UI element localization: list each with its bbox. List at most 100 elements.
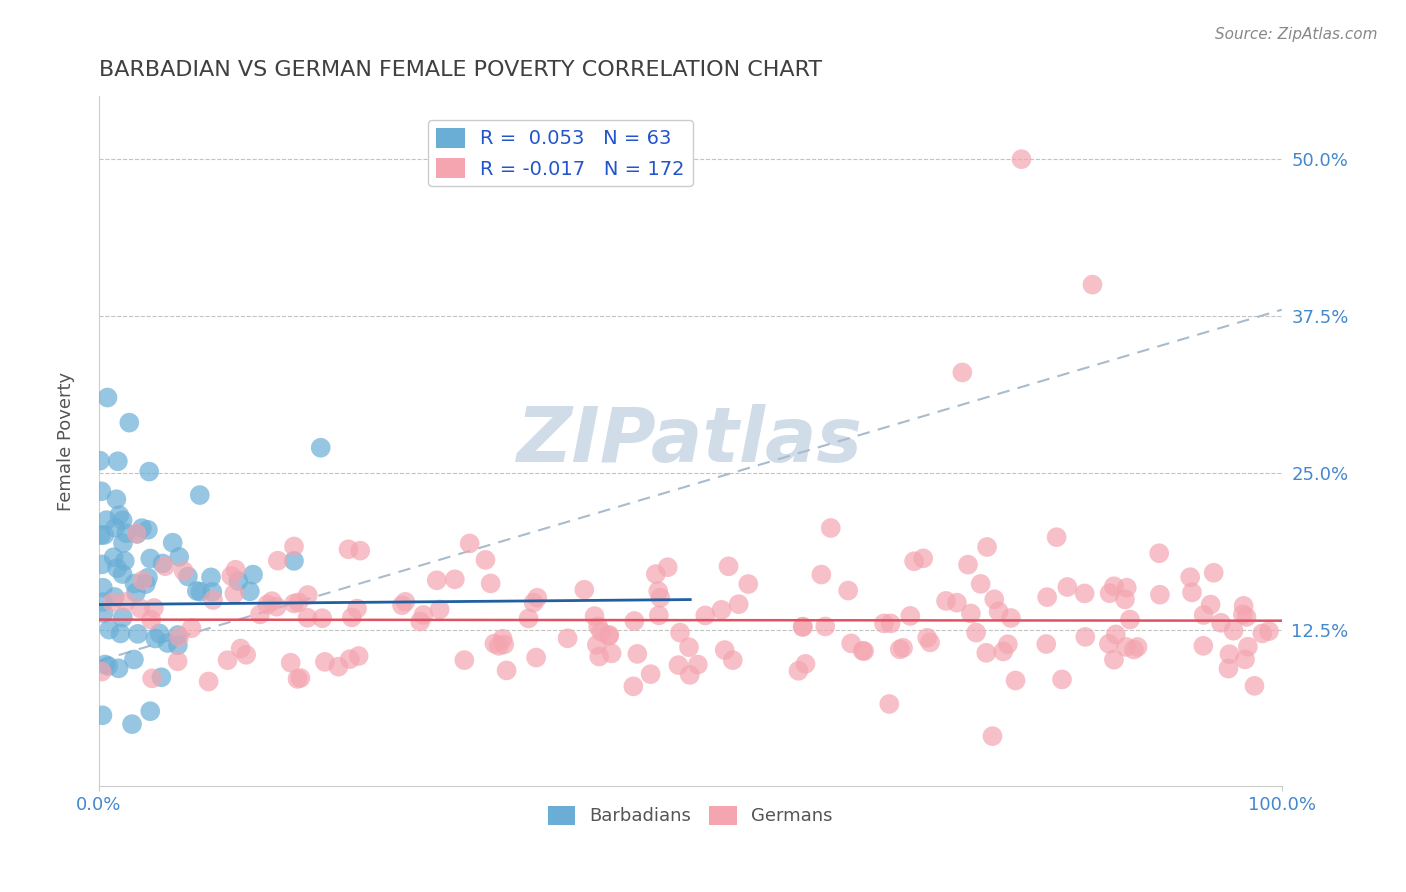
- Germans: [1233, 599, 1256, 613]
- Germans: [114, 595, 136, 609]
- Germans: [409, 615, 432, 629]
- Germans: [347, 648, 370, 663]
- Germans: [1237, 640, 1260, 654]
- Barbadians: [104, 590, 127, 604]
- Germans: [956, 558, 979, 572]
- Germans: [891, 640, 914, 655]
- Barbadians: [105, 561, 128, 575]
- Barbadians: [98, 623, 121, 637]
- Germans: [837, 583, 859, 598]
- Barbadians: [186, 583, 208, 598]
- Germans: [1181, 585, 1204, 599]
- Barbadians: [107, 661, 129, 675]
- Germans: [889, 642, 911, 657]
- Germans: [1122, 642, 1144, 657]
- Germans: [142, 601, 165, 615]
- Germans: [1222, 624, 1244, 638]
- Germans: [935, 594, 957, 608]
- Barbadians: [127, 527, 149, 541]
- Germans: [256, 598, 278, 612]
- Barbadians: [190, 584, 212, 599]
- Germans: [644, 567, 666, 582]
- Germans: [648, 608, 671, 623]
- Germans: [219, 569, 242, 583]
- Barbadians: [111, 513, 134, 527]
- Germans: [412, 607, 434, 622]
- Germans: [1036, 590, 1059, 604]
- Barbadians: [127, 627, 149, 641]
- Germans: [1011, 152, 1033, 166]
- Germans: [686, 657, 709, 672]
- Germans: [717, 559, 740, 574]
- Germans: [898, 608, 921, 623]
- Germans: [1192, 639, 1215, 653]
- Barbadians: [110, 626, 132, 640]
- Germans: [1149, 588, 1171, 602]
- Germans: [283, 540, 305, 554]
- Germans: [983, 592, 1005, 607]
- Germans: [249, 607, 271, 622]
- Barbadians: [115, 526, 138, 541]
- Germans: [523, 596, 546, 610]
- Germans: [1074, 630, 1097, 644]
- Germans: [526, 591, 548, 605]
- Germans: [391, 599, 413, 613]
- Germans: [621, 679, 644, 693]
- Barbadians: [111, 610, 134, 624]
- Germans: [1218, 662, 1240, 676]
- Barbadians: [138, 465, 160, 479]
- Germans: [314, 655, 336, 669]
- Barbadians: [93, 528, 115, 542]
- Germans: [640, 667, 662, 681]
- Text: BARBADIAN VS GERMAN FEMALE POVERTY CORRELATION CHART: BARBADIAN VS GERMAN FEMALE POVERTY CORRE…: [98, 60, 823, 79]
- Germans: [586, 619, 609, 633]
- Barbadians: [125, 585, 148, 599]
- Germans: [969, 577, 991, 591]
- Barbadians: [162, 535, 184, 549]
- Germans: [479, 576, 502, 591]
- Germans: [474, 553, 496, 567]
- Germans: [197, 674, 219, 689]
- Germans: [678, 640, 700, 655]
- Germans: [280, 656, 302, 670]
- Germans: [679, 668, 702, 682]
- Germans: [794, 657, 817, 671]
- Germans: [524, 650, 547, 665]
- Germans: [598, 629, 620, 643]
- Germans: [960, 607, 983, 621]
- Germans: [852, 644, 875, 658]
- Germans: [217, 653, 239, 667]
- Barbadians: [90, 528, 112, 542]
- Barbadians: [91, 708, 114, 723]
- Barbadians: [139, 551, 162, 566]
- Barbadians: [166, 628, 188, 642]
- Germans: [167, 630, 190, 644]
- Germans: [90, 665, 112, 679]
- Germans: [337, 542, 360, 557]
- Germans: [1000, 611, 1022, 625]
- Germans: [283, 597, 305, 611]
- Germans: [903, 554, 925, 568]
- Germans: [713, 643, 735, 657]
- Germans: [224, 586, 246, 600]
- Germans: [311, 611, 333, 625]
- Germans: [920, 635, 942, 649]
- Barbadians: [167, 638, 190, 652]
- Germans: [1251, 626, 1274, 640]
- Germans: [1209, 615, 1232, 630]
- Legend: Barbadians, Germans: Barbadians, Germans: [541, 799, 839, 832]
- Barbadians: [103, 550, 125, 565]
- Germans: [1218, 647, 1240, 661]
- Germans: [1180, 570, 1202, 584]
- Barbadians: [91, 581, 114, 595]
- Germans: [668, 658, 690, 673]
- Germans: [873, 616, 896, 631]
- Barbadians: [90, 484, 112, 499]
- Germans: [915, 631, 938, 645]
- Germans: [1202, 566, 1225, 580]
- Germans: [588, 649, 610, 664]
- Barbadians: [167, 549, 190, 564]
- Germans: [267, 554, 290, 568]
- Germans: [710, 603, 733, 617]
- Barbadians: [118, 416, 141, 430]
